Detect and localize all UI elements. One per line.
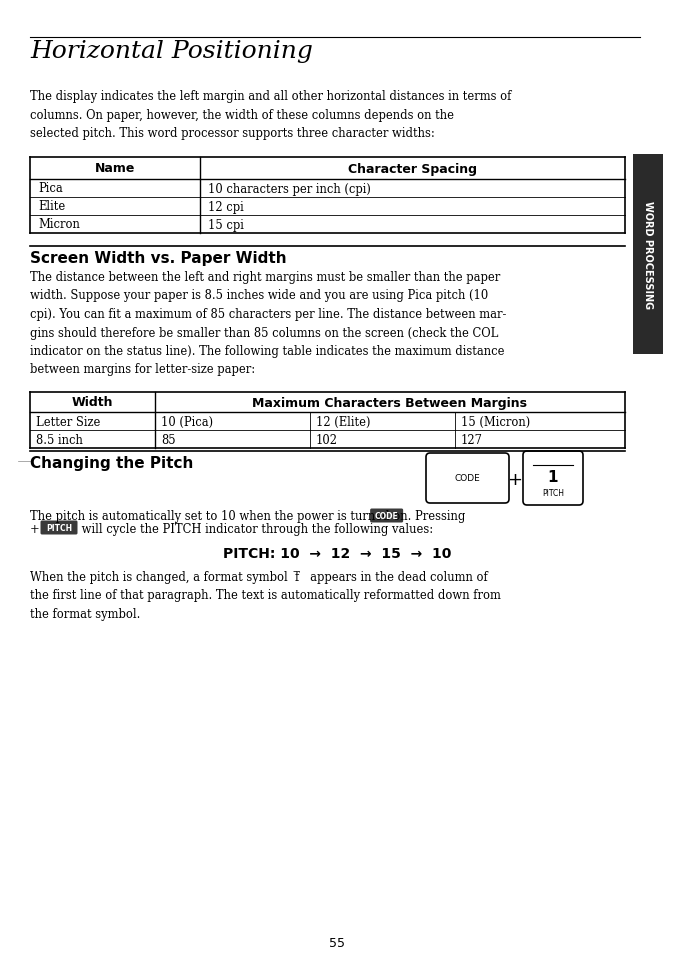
Text: Maximum Characters Between Margins: Maximum Characters Between Margins bbox=[253, 396, 528, 409]
Text: Letter Size: Letter Size bbox=[36, 416, 100, 428]
Text: +: + bbox=[508, 471, 522, 489]
Text: PITCH: PITCH bbox=[46, 523, 72, 533]
FancyBboxPatch shape bbox=[40, 521, 78, 535]
Text: 10 (Pica): 10 (Pica) bbox=[161, 416, 213, 428]
Text: Width: Width bbox=[71, 396, 113, 409]
Text: The pitch is automatically set to 10 when the power is turned on. Pressing: The pitch is automatically set to 10 whe… bbox=[30, 510, 469, 522]
Text: WORD PROCESSING: WORD PROCESSING bbox=[643, 201, 653, 309]
Text: 15 cpi: 15 cpi bbox=[208, 218, 244, 232]
Text: 15 (Micron): 15 (Micron) bbox=[461, 416, 530, 428]
Text: 1: 1 bbox=[548, 470, 558, 485]
Text: 85: 85 bbox=[161, 433, 176, 446]
Text: 55: 55 bbox=[329, 937, 345, 949]
Text: The distance between the left and right margins must be smaller than the paper
w: The distance between the left and right … bbox=[30, 271, 506, 376]
Text: 102: 102 bbox=[316, 433, 338, 446]
Text: 10 characters per inch (cpi): 10 characters per inch (cpi) bbox=[208, 182, 371, 195]
Text: When the pitch is changed, a format symbol  f̅   appears in the dead column of
t: When the pitch is changed, a format symb… bbox=[30, 571, 501, 620]
Bar bbox=[633, 154, 663, 355]
Text: 127: 127 bbox=[461, 433, 483, 446]
FancyBboxPatch shape bbox=[370, 509, 403, 523]
Text: 8.5 inch: 8.5 inch bbox=[36, 433, 83, 446]
Text: The display indicates the left margin and all other horizontal distances in term: The display indicates the left margin an… bbox=[30, 90, 512, 140]
Text: 12 cpi: 12 cpi bbox=[208, 200, 244, 213]
Text: PITCH: 10  →  12  →  15  →  10: PITCH: 10 → 12 → 15 → 10 bbox=[223, 546, 451, 560]
Text: CODE: CODE bbox=[455, 474, 481, 483]
Text: Pica: Pica bbox=[38, 182, 63, 195]
Text: Name: Name bbox=[95, 162, 135, 175]
Text: Micron: Micron bbox=[38, 218, 80, 232]
Text: Horizontal Positioning: Horizontal Positioning bbox=[30, 40, 313, 63]
Text: +: + bbox=[30, 522, 43, 536]
Text: 12 (Elite): 12 (Elite) bbox=[316, 416, 371, 428]
FancyBboxPatch shape bbox=[426, 454, 509, 503]
Text: CODE: CODE bbox=[375, 512, 398, 520]
Text: PITCH: PITCH bbox=[542, 489, 564, 498]
FancyBboxPatch shape bbox=[523, 452, 583, 505]
Text: Screen Width vs. Paper Width: Screen Width vs. Paper Width bbox=[30, 251, 286, 266]
Text: Character Spacing: Character Spacing bbox=[348, 162, 477, 175]
Text: Changing the Pitch: Changing the Pitch bbox=[30, 456, 193, 471]
Text: Elite: Elite bbox=[38, 200, 65, 213]
Text: will cycle the PITCH indicator through the following values:: will cycle the PITCH indicator through t… bbox=[78, 522, 433, 536]
